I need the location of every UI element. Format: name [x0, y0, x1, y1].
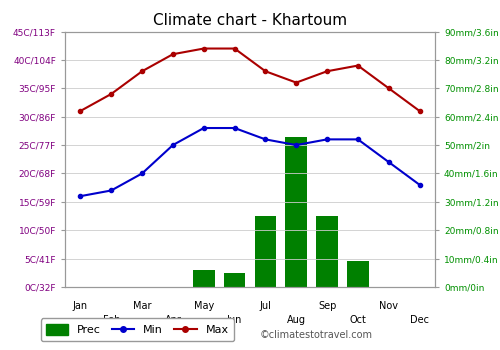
- Bar: [224, 273, 246, 287]
- Text: Aug: Aug: [287, 315, 306, 325]
- Text: Mar: Mar: [133, 301, 152, 311]
- Bar: [254, 216, 276, 287]
- Legend: Prec, Min, Max: Prec, Min, Max: [40, 318, 234, 341]
- Text: Feb: Feb: [102, 315, 120, 325]
- Text: Nov: Nov: [380, 301, 398, 311]
- Text: Apr: Apr: [164, 315, 182, 325]
- Text: Jul: Jul: [260, 301, 272, 311]
- Text: Sep: Sep: [318, 301, 336, 311]
- Text: Dec: Dec: [410, 315, 429, 325]
- Bar: [316, 216, 338, 287]
- Text: Jan: Jan: [73, 301, 88, 311]
- Text: May: May: [194, 301, 214, 311]
- Text: ©climatestotravel.com: ©climatestotravel.com: [260, 329, 373, 340]
- Bar: [286, 136, 307, 287]
- Bar: [193, 270, 214, 287]
- Text: Jun: Jun: [227, 315, 242, 325]
- Title: Climate chart - Khartoum: Climate chart - Khartoum: [153, 13, 347, 28]
- Text: Oct: Oct: [350, 315, 366, 325]
- Bar: [347, 261, 368, 287]
